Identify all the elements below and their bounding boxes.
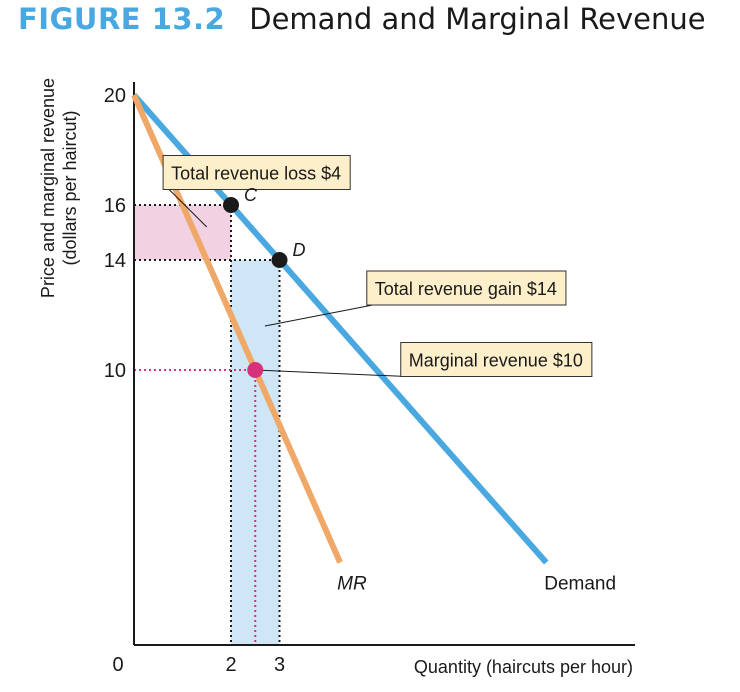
x-tick-0: 0 [112, 654, 123, 676]
x-tick-2: 2 [225, 654, 236, 676]
callout-box [162, 155, 351, 190]
point-marginal-revenue-marker [247, 362, 264, 378]
point-c-label: C [244, 185, 258, 205]
shaded-areas [134, 205, 280, 645]
callout-total-revenue-gain-14: Total revenue gain $14 [264, 270, 567, 327]
area-total-revenue-gain-14 [231, 260, 280, 645]
x-tick-3: 3 [274, 654, 285, 676]
x-axis-label: Quantity (haircuts per hour) [414, 657, 633, 677]
y-tick-10: 10 [104, 360, 126, 382]
points: CD [223, 185, 306, 378]
callout-leader [168, 189, 208, 228]
callout-text: Marginal revenue $10 [409, 351, 583, 371]
y-tick-20: 20 [104, 85, 126, 107]
point-d-marker [271, 252, 288, 268]
callout-text: Total revenue gain $14 [375, 279, 557, 299]
series-mr-label: MR [337, 574, 367, 595]
callout-total-revenue-loss-4: Total revenue loss $4 [162, 155, 351, 228]
callout-leader [255, 369, 407, 377]
y-axis-label-line-1: Price and marginal revenue [38, 78, 58, 298]
point-c-marker [223, 197, 239, 213]
series-demand-label: Demand [544, 574, 616, 595]
figure-number: FIGURE 13.2 [18, 2, 226, 36]
callouts: Total revenue loss $4 Total revenue gain … [162, 155, 593, 377]
callout-leader [264, 304, 373, 327]
point-d-label: D [293, 240, 306, 260]
y-axis-label-line-2: (dollars per haircut) [60, 110, 80, 265]
y-tick-14: 14 [104, 250, 126, 272]
area-total-revenue-loss-4 [134, 205, 231, 260]
callout-text: Total revenue loss $4 [171, 164, 341, 184]
guide-lines [134, 204, 281, 645]
tick-labels: 20 16 14 10 0 2 3 [104, 85, 285, 676]
callout-box [366, 270, 567, 306]
axes [133, 82, 635, 646]
callout-marginal-revenue-10: Marginal revenue $10 [255, 342, 593, 377]
callout-box [400, 342, 593, 377]
figure-title: Demand and Marginal Revenue [249, 2, 706, 36]
y-axis-label: Price and marginal revenue (dollars per … [38, 78, 80, 298]
figure-header: FIGURE 13.2 Demand and Marginal Revenue [18, 2, 706, 46]
y-tick-16: 16 [104, 195, 126, 217]
